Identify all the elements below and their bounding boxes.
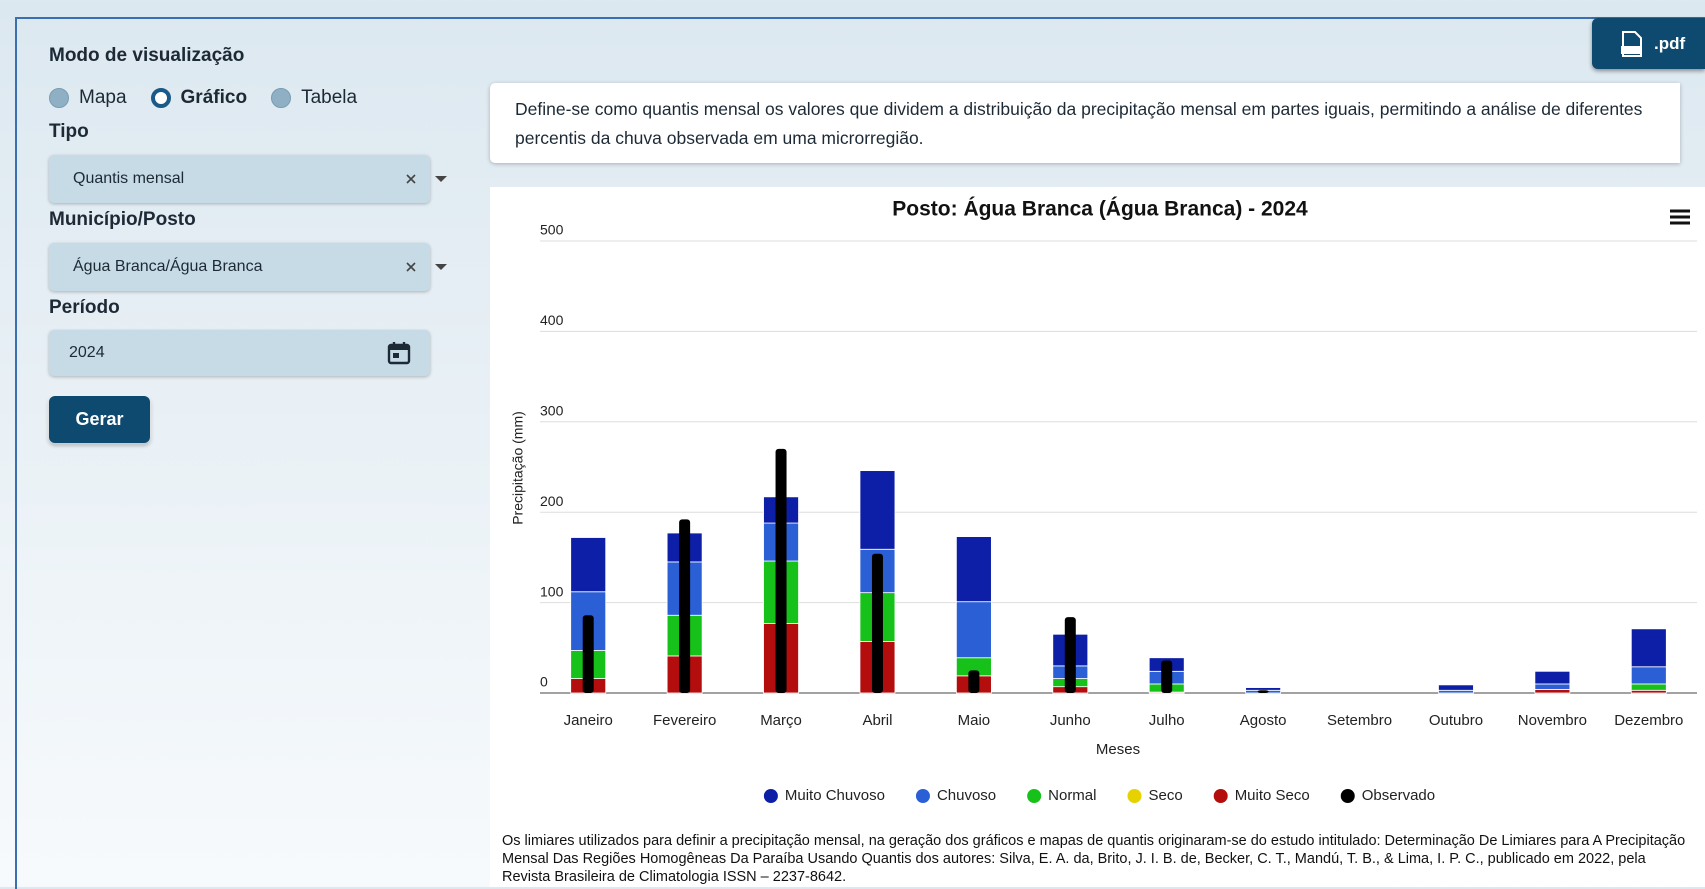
x-tick-label: Fevereiro [653,712,716,729]
x-tick-label: Novembro [1518,712,1587,729]
y-tick-label: 0 [540,674,548,690]
radio-label: Mapa [79,87,127,108]
mode-radio-group: Mapa Gráfico Tabela [49,85,357,111]
pdf-button[interactable]: .pdf [1592,18,1705,69]
radio-label: Gráfico [180,87,248,108]
periodo-label: Período [49,297,120,318]
posto-value: Água Branca/Água Branca [73,258,263,275]
legend-marker [1127,789,1142,803]
x-tick-label: Junho [1050,712,1091,729]
x-tick-label: Maio [958,712,991,729]
observed-bar [1064,617,1076,693]
frame [15,17,1705,889]
bar-segment [859,470,896,550]
bar-segment [955,536,992,603]
legend-marker [1340,789,1355,803]
x-tick-label: Abril [862,712,892,729]
gerar-button[interactable]: Gerar [49,396,150,443]
pdf-icon [1621,31,1642,57]
x-tick-label: Outubro [1429,712,1483,729]
y-tick-label: 200 [540,493,564,509]
posto-label: Município/Posto [49,209,196,230]
radio-dot [49,88,69,108]
bar-segment [1534,683,1571,690]
menu-icon[interactable] [1670,209,1690,225]
radio-label: Tabela [301,87,358,108]
description: Define-se como quantis mensal os valores… [490,83,1680,163]
legend-label: Normal [1048,787,1096,804]
x-tick-label: Março [760,712,802,729]
y-axis-title: Precipitação (mm) [510,411,526,525]
mode-label: Modo de visualização [49,45,245,66]
bar-segment [1245,687,1282,691]
tipo-select[interactable]: Quantis mensal [49,155,447,203]
calendar-icon [387,342,411,365]
x-axis-title: Meses [1096,741,1140,758]
periodo-value: 2024 [69,344,105,361]
x-tick-label: Setembro [1327,712,1392,729]
bar-segment [1630,666,1667,685]
tipo-label: Tipo [49,121,89,142]
mode-radio[interactable]: Mapa [49,85,127,111]
legend-label: Muito Seco [1235,787,1310,804]
observed-bar [871,553,883,693]
observed-bar [582,615,594,693]
bar-segment [1534,688,1571,694]
y-tick-label: 300 [540,403,564,419]
bar-segment [1438,684,1474,691]
x-tick-label: Janeiro [564,712,613,729]
select-icons [406,262,447,272]
legend-marker [1027,789,1042,803]
observed-bar [775,448,787,693]
bar-segment [1630,689,1667,694]
observed-bar [968,670,980,693]
legend-label: Muito Chuvoso [785,787,885,804]
radio-dot [271,88,292,108]
mode-radio[interactable]: Gráfico [150,85,248,111]
observed-bar [1257,690,1269,693]
chart-title: Posto: Água Branca (Água Branca) - 2024 [892,198,1308,221]
observed-bar [1161,660,1173,693]
x-tick-label: Agosto [1240,712,1287,729]
select-icons [406,174,447,184]
x-tick-label: Julho [1149,712,1185,729]
legend-label: Observado [1362,787,1435,804]
legend-marker [1213,789,1228,803]
legend-marker [763,789,778,803]
radio-dot [150,88,171,108]
tipo-value: Quantis mensal [73,170,185,187]
chart: Posto: Água Branca (Água Branca) - 2024 … [510,198,1697,804]
periodo-input[interactable]: 2024 [49,330,430,376]
bar-segment [1534,670,1571,685]
bar-segment [570,537,607,593]
x-tick-label: Dezembro [1614,712,1683,729]
posto-select[interactable]: Água Branca/Água Branca [49,243,447,291]
footnote: Os limiares utilizados para definir a pr… [502,833,1686,885]
bar-segment [955,601,992,659]
mode-radio[interactable]: Tabela [271,85,357,111]
pdf-label: .pdf [1654,34,1686,53]
legend-marker [915,789,930,803]
observed-bar [679,519,691,693]
bar-segment [1630,683,1667,691]
legend-label: Seco [1148,787,1182,804]
y-tick-label: 400 [540,312,564,328]
y-tick-label: 100 [540,583,564,599]
bar-segment [1630,628,1667,668]
bar-segment [1438,689,1474,694]
y-tick-label: 500 [540,222,564,238]
legend-label: Chuvoso [937,787,996,804]
